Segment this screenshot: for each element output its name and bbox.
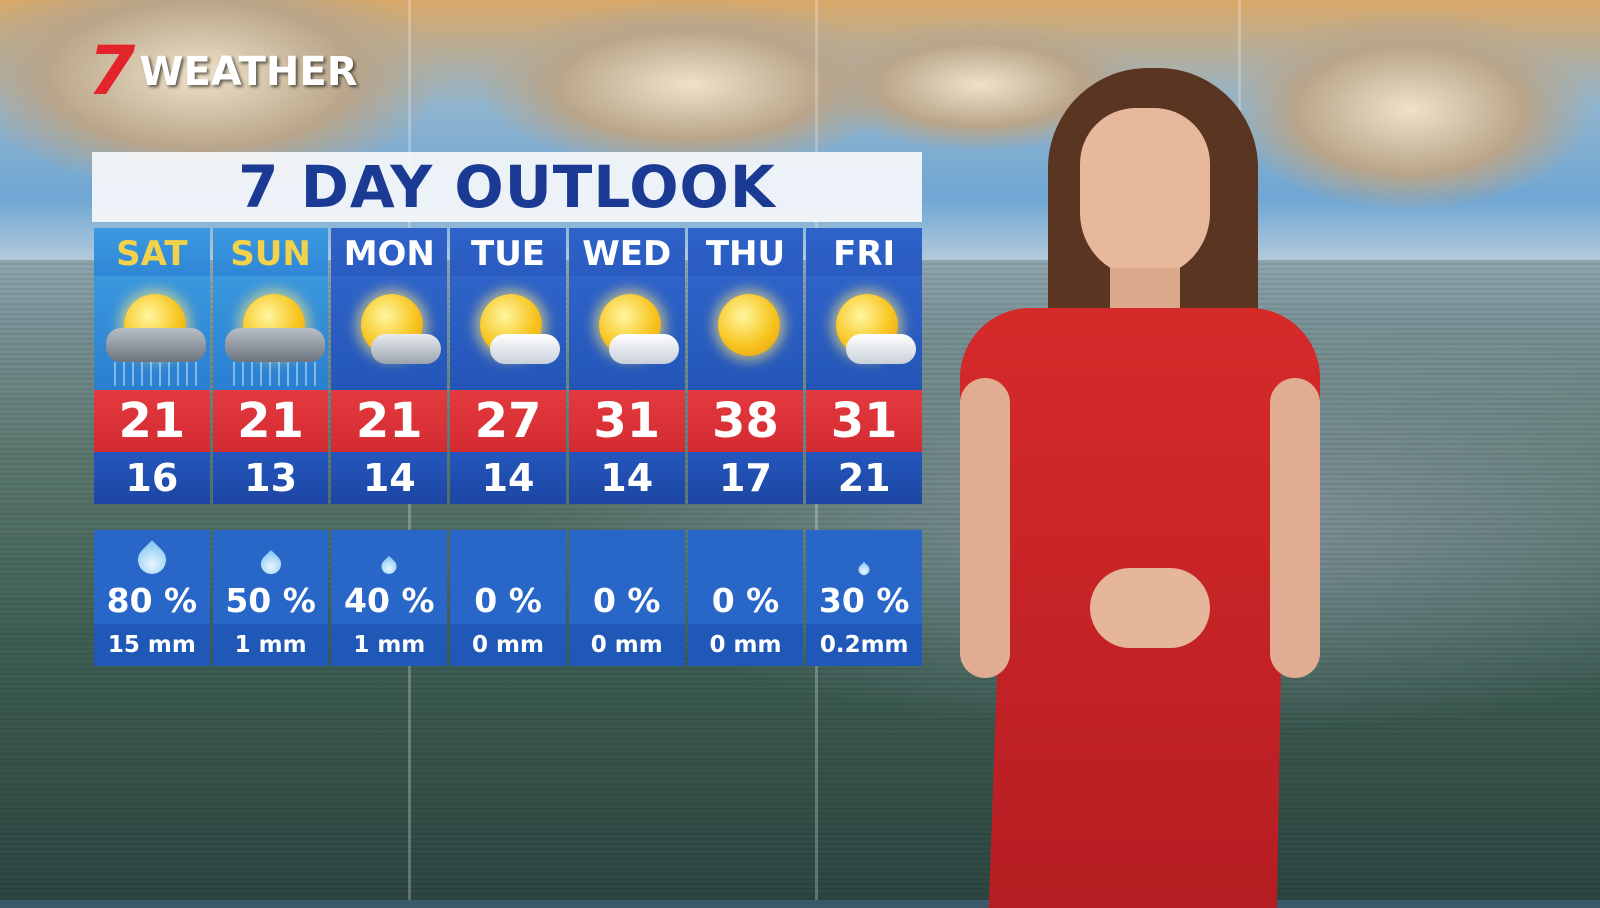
rain-chance: 0 %: [450, 578, 566, 624]
sun-icon: [717, 294, 780, 356]
rain-chance-icon-area: [331, 530, 448, 578]
day-column-fri: FRI 31 21 30 % 0.2mm: [806, 228, 923, 666]
rain-chance: 0 %: [568, 578, 685, 624]
max-temp: 21: [94, 390, 210, 452]
min-temp: 16: [94, 452, 210, 504]
rain-chance-icon-area: [806, 530, 923, 578]
day-label: SAT: [94, 228, 210, 276]
rain-chance: 40 %: [331, 578, 448, 624]
rain-icon: [114, 362, 200, 386]
rain-cloud-icon: [106, 328, 206, 362]
title-bar: 7 DAY OUTLOOK: [92, 152, 922, 222]
rain-amount: 0 mm: [568, 624, 685, 666]
day-label: FRI: [806, 228, 923, 276]
max-temp: 27: [450, 390, 566, 452]
rain-amount: 0 mm: [687, 624, 804, 666]
min-temp: 14: [568, 452, 685, 504]
rain-amount: 1 mm: [331, 624, 448, 666]
rain-cloud-icon: [224, 328, 325, 362]
day-column-sun: SUN 21 13 50 % 1 mm: [212, 228, 329, 666]
cloud-icon: [846, 334, 917, 364]
logo-text: WEATHER: [139, 49, 358, 95]
rain-chance-icon-area: [568, 530, 685, 578]
day-label: MON: [331, 228, 448, 276]
raindrop-icon: [132, 540, 172, 580]
rain-amount: 15 mm: [94, 624, 210, 666]
mostly-sunny-icon: [806, 276, 923, 390]
mostly-sunny-icon: [568, 276, 685, 390]
raindrop-icon: [378, 555, 401, 578]
day-column-wed: WED 31 14 0 % 0 mm: [568, 228, 685, 666]
seven-logo-mark: 7: [88, 32, 136, 111]
forecast-grid: SAT 21 16 80 % 15 mm SUN 21 13 50 % 1 mm M…: [94, 228, 923, 666]
rain-icon: [232, 362, 319, 386]
max-temp: 21: [212, 390, 329, 452]
rain-chance-icon-area: [687, 530, 804, 578]
rain-chance: 80 %: [94, 578, 210, 624]
max-temp: 31: [806, 390, 923, 452]
day-label: SUN: [212, 228, 329, 276]
sun-grey-cloud-icon: [331, 276, 448, 390]
sun-cloud-rain-icon: [94, 276, 210, 390]
presenter-arm: [960, 378, 1010, 678]
sunny-icon: [687, 276, 804, 390]
day-column-sat: SAT 21 16 80 % 15 mm: [94, 228, 210, 666]
channel-logo: 7 WEATHER: [88, 38, 358, 106]
cloud-icon: [608, 334, 679, 364]
day-column-mon: MON 21 14 40 % 1 mm: [331, 228, 448, 666]
presenter: [960, 68, 1340, 908]
raindrop-icon: [256, 550, 285, 579]
min-temp: 14: [331, 452, 448, 504]
max-temp: 38: [687, 390, 804, 452]
sun-cloud-rain-icon: [212, 276, 329, 390]
day-label: THU: [687, 228, 804, 276]
max-temp: 21: [331, 390, 448, 452]
rain-chance-icon-area: [94, 530, 210, 580]
rain-chance: 50 %: [212, 578, 329, 624]
presenter-hands: [1090, 568, 1210, 648]
rain-amount: 1 mm: [212, 624, 329, 666]
rain-chance-icon-area: [450, 530, 566, 578]
min-temp: 17: [687, 452, 804, 504]
presenter-face: [1080, 108, 1210, 278]
max-temp: 31: [568, 390, 685, 452]
cloud-icon: [490, 334, 561, 364]
day-column-thu: THU 38 17 0 % 0 mm: [687, 228, 804, 666]
min-temp: 14: [450, 452, 566, 504]
day-column-tue: TUE 27 14 0 % 0 mm: [450, 228, 566, 666]
presenter-arm: [1270, 378, 1320, 678]
rain-amount: 0 mm: [450, 624, 566, 666]
day-label: TUE: [450, 228, 566, 276]
cloud: [1230, 10, 1590, 210]
cloud-icon: [371, 334, 442, 364]
min-temp: 13: [212, 452, 329, 504]
rain-chance-icon-area: [212, 530, 329, 579]
rain-amount: 0.2mm: [806, 624, 923, 666]
mostly-sunny-icon: [450, 276, 566, 390]
rain-chance: 30 %: [806, 578, 923, 624]
min-temp: 21: [806, 452, 923, 504]
outlook-title: 7 DAY OUTLOOK: [238, 153, 776, 221]
day-label: WED: [568, 228, 685, 276]
raindrop-icon: [856, 561, 872, 577]
rain-chance: 0 %: [687, 578, 804, 624]
